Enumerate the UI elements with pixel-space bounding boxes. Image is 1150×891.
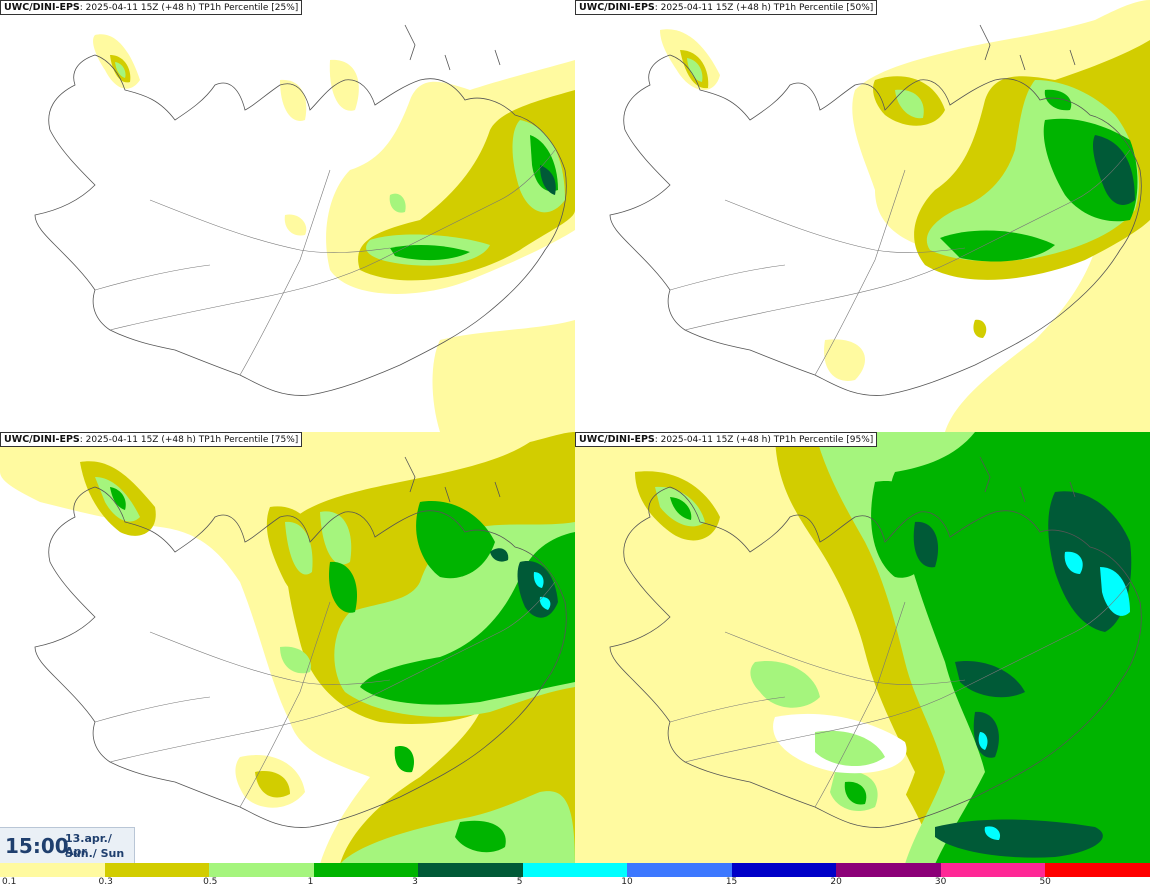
valid-time: 15:00 [5,834,69,858]
road-network [669,149,1131,376]
legend-tick-label: 0.1 [2,877,17,887]
panel-title: UWC/DINI-EPS: 2025-04-11 15Z (+48 h) TP1… [575,432,878,447]
precip-fill [93,34,575,432]
color-legend-bar [0,863,1150,877]
map-25-canvas [34,24,575,432]
road-network [669,581,1131,808]
color-legend-ticks: 0.1 0.3 0.5 1 3 5 10 15 20 30 50 [0,877,1150,891]
legend-tick-label: 0.5 [203,877,218,887]
legend-swatch [836,863,941,877]
valid-day: Sun./ Sun [65,847,125,860]
legend-swatch [522,863,628,877]
panel-title: UWC/DINI-EPS: 2025-04-11 15Z (+48 h) TP1… [0,0,303,15]
panel-title: UWC/DINI-EPS: 2025-04-11 15Z (+48 h) TP1… [575,0,878,15]
legend-tick-label: 5 [516,877,523,887]
map-95-canvas [575,432,1150,864]
legend-swatch [940,863,1046,877]
legend-tick-label: 0.3 [98,877,113,887]
road-network [94,581,556,808]
legend-tick-label: 20 [830,877,842,887]
map-panel-95: UWC/DINI-EPS: 2025-04-11 15Z (+48 h) TP1… [575,432,1150,864]
legend-swatch [731,863,837,877]
precip-fill [0,432,575,864]
legend-swatch [313,863,419,877]
legend-tick-label: 10 [621,877,633,887]
road-network [94,149,556,376]
iceland-coastline [34,456,567,828]
legend-swatch [1045,863,1150,877]
legend-tick-label: 15 [725,877,738,887]
iceland-coastline [34,24,567,396]
panel-title: UWC/DINI-EPS: 2025-04-11 15Z (+48 h) TP1… [0,432,303,447]
map-panel-75: UWC/DINI-EPS: 2025-04-11 15Z (+48 h) TP1… [0,432,575,864]
legend-swatch [0,863,105,877]
legend-tick-label: 30 [934,877,947,887]
legend-tick-label: 50 [1039,877,1051,887]
precip-fill [660,0,1150,432]
map-50-canvas [609,0,1150,432]
valid-date: 13.apr./ Apr [65,832,112,858]
precip-fill [575,432,1150,864]
legend-swatch [104,863,210,877]
legend-tick-label: 1 [307,877,314,887]
valid-time-box: 15:00 13.apr./ Apr Sun./ Sun [0,827,135,864]
legend-swatch [627,863,732,877]
iceland-coastline [609,24,1142,396]
map-panel-50: UWC/DINI-EPS: 2025-04-11 15Z (+48 h) TP1… [575,0,1150,432]
map-75-canvas [0,432,575,864]
iceland-coastline [609,456,1142,828]
legend-swatch [209,863,314,877]
map-panel-25: UWC/DINI-EPS: 2025-04-11 15Z (+48 h) TP1… [0,0,575,432]
legend-tick-label: 3 [412,877,418,887]
legend-swatch [418,863,523,877]
